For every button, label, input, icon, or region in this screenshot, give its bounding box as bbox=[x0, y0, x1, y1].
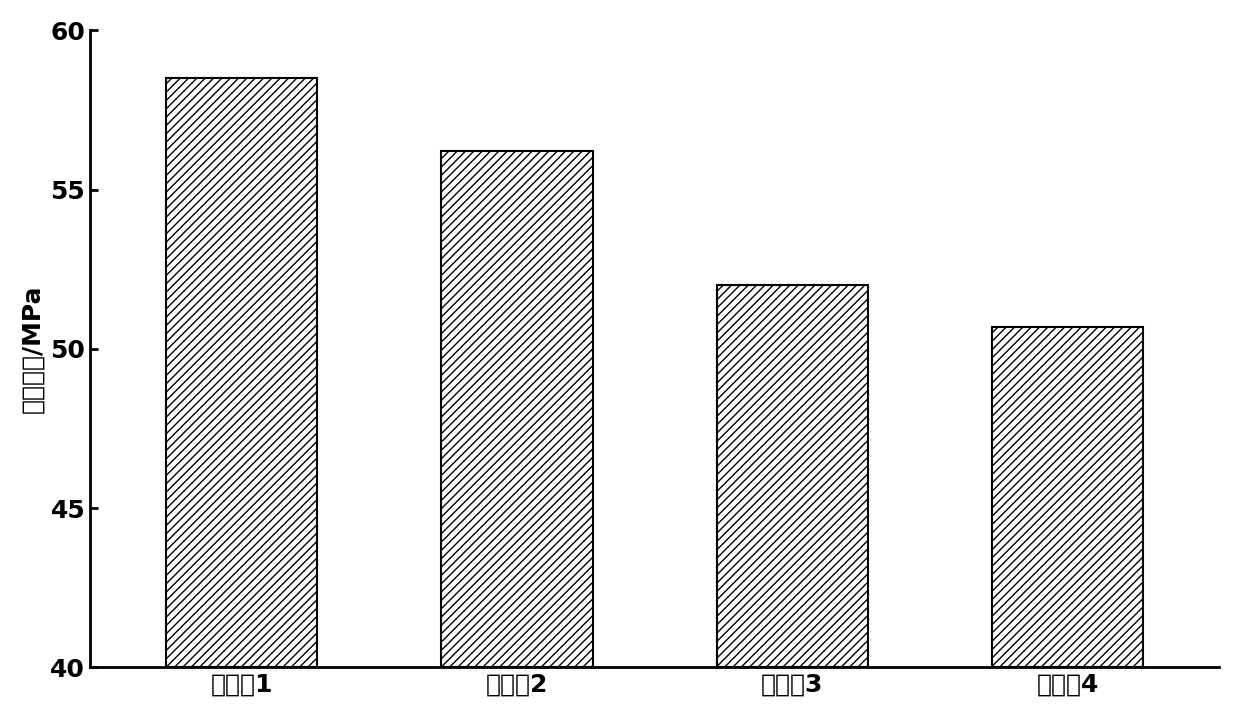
Bar bbox=[166, 78, 317, 668]
Y-axis label: 结合强度/MPa: 结合强度/MPa bbox=[21, 285, 45, 413]
Bar bbox=[441, 151, 593, 668]
Bar bbox=[992, 326, 1143, 668]
Bar bbox=[717, 285, 868, 668]
